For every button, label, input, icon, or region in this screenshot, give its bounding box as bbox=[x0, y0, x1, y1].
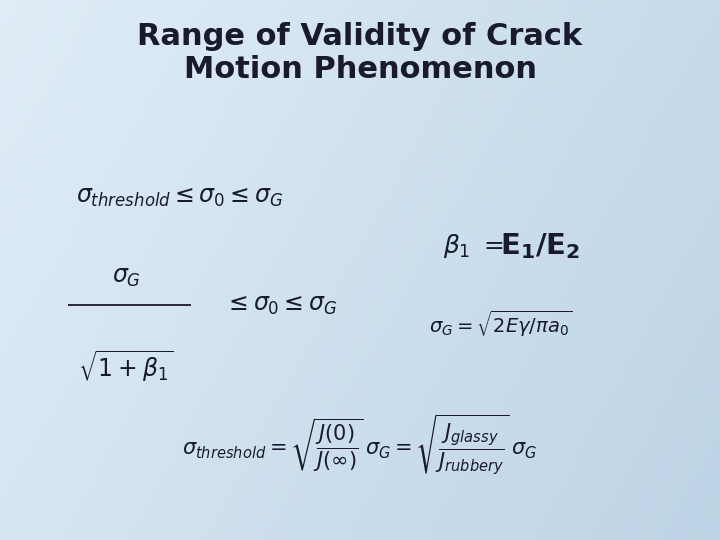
Text: $\sigma_G = \sqrt{2E\gamma/\pi a_0}$: $\sigma_G = \sqrt{2E\gamma/\pi a_0}$ bbox=[428, 309, 572, 339]
Text: $\leq \sigma_0 \leq \sigma_G$: $\leq \sigma_0 \leq \sigma_G$ bbox=[224, 294, 338, 316]
Text: $\beta_1\ =\ $: $\beta_1\ =\ $ bbox=[443, 232, 504, 260]
Text: $\sqrt{1+\beta_1}$: $\sqrt{1+\beta_1}$ bbox=[78, 348, 174, 384]
Text: $\mathbf{E_1/E_2}$: $\mathbf{E_1/E_2}$ bbox=[500, 231, 581, 261]
Text: $\sigma_G$: $\sigma_G$ bbox=[112, 266, 140, 289]
Text: Range of Validity of Crack
Motion Phenomenon: Range of Validity of Crack Motion Phenom… bbox=[138, 22, 582, 84]
Text: $\sigma_{threshold} \leq \sigma_0 \leq \sigma_G$: $\sigma_{threshold} \leq \sigma_0 \leq \… bbox=[76, 186, 284, 208]
Text: $\sigma_{threshold} = \sqrt{\dfrac{J(0)}{J(\infty)}}\,\sigma_G = \sqrt{\dfrac{J_: $\sigma_{threshold} = \sqrt{\dfrac{J(0)}… bbox=[182, 413, 538, 478]
